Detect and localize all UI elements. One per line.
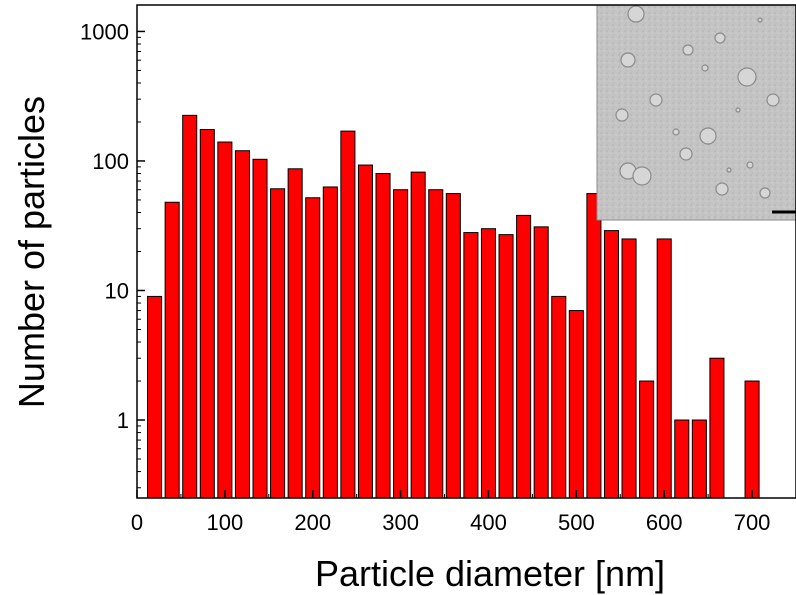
bar-60 — [182, 114, 198, 498]
bar-540 — [603, 230, 620, 498]
bar-240 — [340, 130, 356, 498]
bar-120 — [234, 150, 250, 498]
bar-560 — [621, 238, 637, 498]
bar-220 — [322, 186, 338, 498]
y-tick-label: 100 — [92, 149, 129, 174]
bar-640 — [691, 419, 707, 498]
bar-280 — [375, 173, 391, 498]
bar-360 — [445, 193, 461, 498]
bar-80 — [199, 128, 215, 498]
bar-620 — [674, 419, 690, 498]
bar-600 — [656, 238, 672, 498]
x-tick-label: 200 — [294, 510, 331, 535]
bar-580 — [639, 380, 655, 498]
bar-200 — [305, 197, 321, 498]
bar-380 — [463, 232, 479, 498]
bar-40 — [164, 201, 180, 498]
bar-440 — [516, 214, 532, 498]
bar-520 — [586, 193, 602, 498]
bar-420 — [498, 234, 514, 498]
y-tick-label: 1 — [117, 408, 129, 433]
x-tick-label: 400 — [470, 510, 507, 535]
x-axis: 0 100 200 300 400 500 600 700 — [131, 490, 771, 535]
y-tick-label: 10 — [105, 278, 129, 303]
bar-400 — [480, 228, 496, 498]
bar-660 — [709, 357, 725, 498]
bar-140 — [252, 158, 268, 498]
x-axis-title: Particle diameter [nm] — [315, 553, 665, 594]
bars-layer — [147, 114, 760, 498]
y-axis: 1 10 100 1000 — [80, 19, 145, 489]
x-tick-label: 0 — [131, 510, 143, 535]
bar-460 — [533, 226, 549, 498]
bar-700 — [744, 380, 760, 498]
x-tick-label: 500 — [558, 510, 595, 535]
bar-160 — [270, 188, 286, 498]
bar-340 — [428, 189, 444, 498]
bar-480 — [551, 295, 567, 498]
x-tick-label: 100 — [207, 510, 244, 535]
bar-20 — [147, 295, 163, 498]
y-axis-title: Number of particles — [11, 96, 52, 408]
bar-100 — [217, 141, 233, 498]
bar-260 — [357, 164, 373, 498]
micrograph-inset — [596, 4, 796, 221]
bar-300 — [393, 189, 409, 498]
x-tick-label: 600 — [646, 510, 683, 535]
bar-180 — [287, 168, 303, 498]
y-tick-label: 1000 — [80, 19, 129, 44]
x-tick-label: 700 — [734, 510, 771, 535]
bar-320 — [410, 171, 426, 498]
x-tick-label: 300 — [382, 510, 419, 535]
bar-500 — [568, 310, 584, 498]
